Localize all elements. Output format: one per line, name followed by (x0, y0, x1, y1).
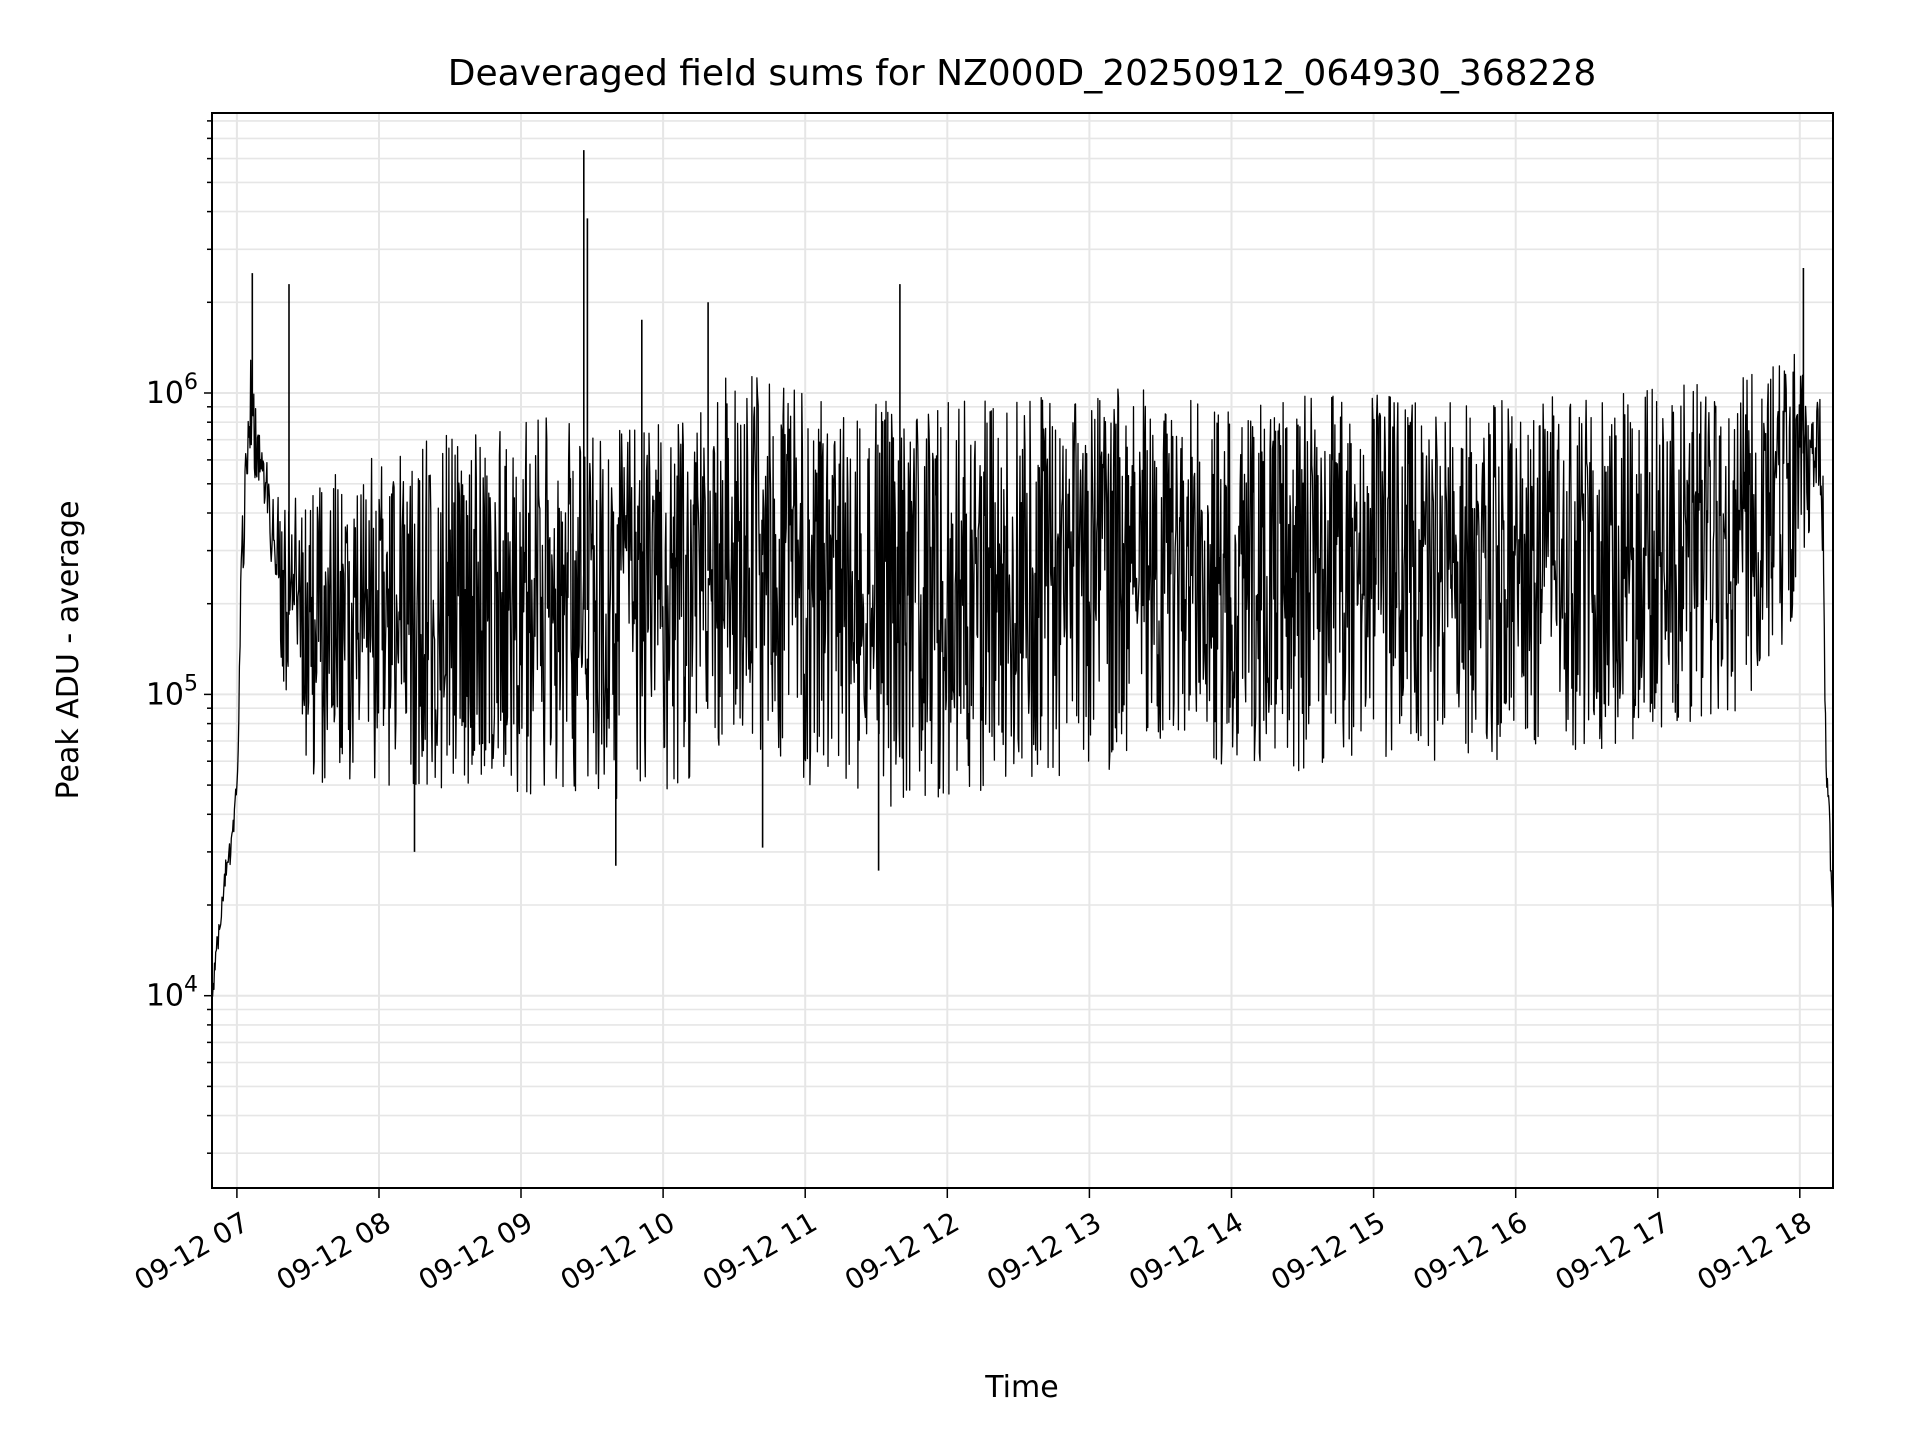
y-tick-label: 105 (146, 671, 198, 712)
chart-title: Deaveraged field sums for NZ000D_2025091… (448, 53, 1597, 94)
series-layer (212, 150, 1833, 997)
y-tick-label: 104 (146, 973, 198, 1014)
y-axis: 104 105 106 (146, 120, 212, 1154)
x-axis-label: Time (984, 1370, 1058, 1405)
y-axis-label: Peak ADU - average (51, 500, 86, 799)
y-tick-label: 106 (146, 370, 198, 411)
series-line (212, 353, 1833, 997)
plot-frame (211, 112, 1834, 1189)
